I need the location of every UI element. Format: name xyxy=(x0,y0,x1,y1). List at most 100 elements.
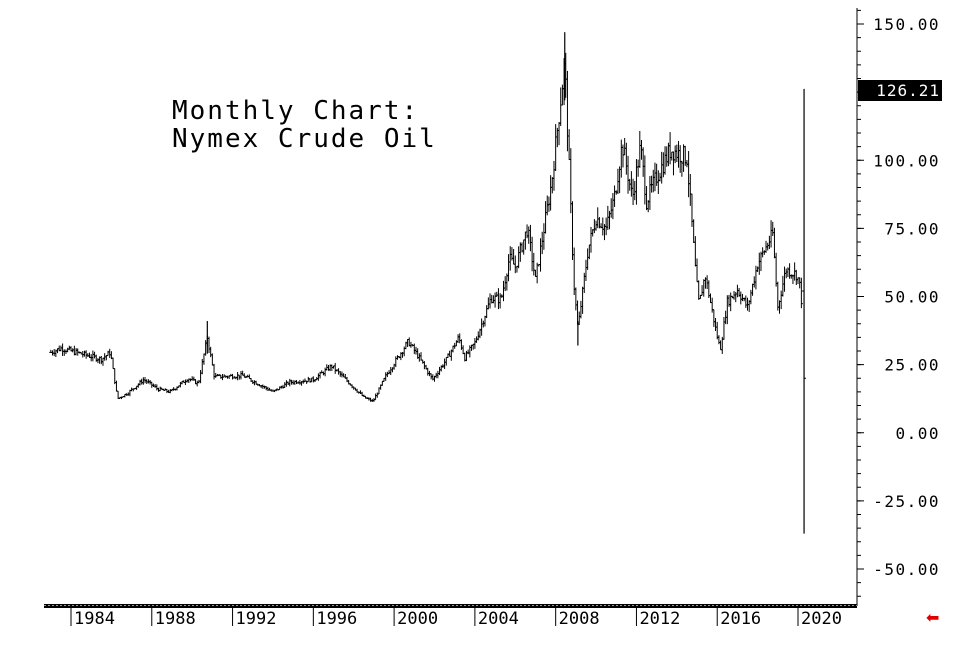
price-bar xyxy=(690,193,694,227)
price-bar xyxy=(91,350,95,362)
price-bar xyxy=(143,377,147,384)
price-bar xyxy=(769,220,773,248)
y-tick-label: 150.00 xyxy=(873,15,940,34)
price-bar xyxy=(693,236,697,267)
price-bar xyxy=(503,276,507,292)
price-bar xyxy=(62,349,66,356)
y-axis-minor-ticks xyxy=(857,9,861,597)
price-bar xyxy=(611,192,615,220)
price-bar xyxy=(444,356,448,366)
price-bar xyxy=(535,262,539,284)
price-bar xyxy=(665,146,669,167)
price-bar xyxy=(114,380,118,392)
price-bar xyxy=(286,381,290,385)
price-bar xyxy=(645,186,649,211)
price-bar xyxy=(609,198,613,218)
price-bar xyxy=(385,371,389,378)
price-bar xyxy=(539,238,543,272)
price-bar xyxy=(776,281,780,311)
price-bar xyxy=(82,350,86,357)
price-bar xyxy=(493,292,497,308)
price-bar xyxy=(291,380,295,385)
y-tick-label: 75.00 xyxy=(884,219,940,238)
price-bar xyxy=(523,231,527,250)
y-tick-label: 0.00 xyxy=(895,424,940,443)
price-bar xyxy=(518,242,522,262)
price-bar xyxy=(560,84,564,106)
price-bar xyxy=(621,144,625,168)
price-bar xyxy=(540,231,544,255)
price-bar xyxy=(384,372,388,381)
price-bar xyxy=(436,370,440,379)
price-bar xyxy=(417,353,421,362)
price-bar xyxy=(195,380,199,387)
price-bar xyxy=(533,269,537,277)
price-bar xyxy=(481,320,485,328)
price-bar xyxy=(781,275,785,297)
price-bar xyxy=(719,340,723,351)
price-bar xyxy=(544,201,548,234)
price-bar xyxy=(340,371,344,378)
price-bar xyxy=(587,244,591,260)
price-bar xyxy=(772,227,776,259)
x-axis-ticks: 1984 1988 1992 1996 2000 2004 2008 2012 2016 2020 xyxy=(70,608,842,629)
price-bar xyxy=(592,219,596,234)
price-bar xyxy=(451,345,455,353)
price-bar xyxy=(190,376,194,381)
price-bar xyxy=(310,377,314,383)
price-bar xyxy=(751,283,755,296)
price-bar xyxy=(158,386,162,392)
x-tick-label: 1992 xyxy=(236,609,277,629)
price-bar xyxy=(788,263,792,279)
scroll-left-arrow-icon[interactable]: ⬅ xyxy=(926,608,940,627)
price-bar xyxy=(406,339,410,347)
price-bar xyxy=(636,159,640,177)
price-bar xyxy=(241,370,245,376)
price-bar xyxy=(153,384,157,388)
price-bar xyxy=(740,293,744,302)
price-bar xyxy=(653,162,657,192)
price-bar xyxy=(574,287,578,311)
price-bar xyxy=(192,376,196,381)
x-tick-label: 1984 xyxy=(74,609,115,629)
price-bar xyxy=(412,343,416,355)
price-bar xyxy=(298,379,302,385)
price-bar xyxy=(633,180,637,201)
price-bar xyxy=(799,277,803,309)
price-bar xyxy=(93,351,97,359)
price-bar xyxy=(458,333,462,344)
price-bar xyxy=(316,373,320,381)
price-bar xyxy=(687,151,691,198)
price-bar xyxy=(673,145,677,164)
price-bar xyxy=(155,384,159,391)
price-bar xyxy=(443,358,447,369)
x-tick-label: 2004 xyxy=(478,609,519,629)
price-bar xyxy=(96,358,100,364)
price-bar xyxy=(515,265,519,273)
price-bar xyxy=(661,152,665,178)
price-bar xyxy=(303,378,307,383)
price-bar xyxy=(774,252,778,287)
price-bar xyxy=(668,132,672,165)
price-bar xyxy=(486,297,490,310)
price-bar xyxy=(771,221,775,236)
price-bar xyxy=(545,195,549,216)
price-bar xyxy=(742,297,746,302)
price-bar xyxy=(601,217,605,236)
price-bar xyxy=(613,185,617,207)
price-bar xyxy=(527,226,531,244)
price-bar xyxy=(604,217,608,236)
price-bar xyxy=(725,295,729,325)
price-bar xyxy=(638,130,642,168)
price-bar xyxy=(579,300,583,319)
y-tick-label: 100.00 xyxy=(873,151,940,170)
x-tick-label: 1988 xyxy=(155,609,196,629)
price-bar xyxy=(421,359,425,364)
price-bar xyxy=(708,293,712,304)
price-bar xyxy=(66,347,70,353)
price-bar xyxy=(212,363,216,380)
price-bar xyxy=(682,144,686,172)
price-bar xyxy=(61,343,65,356)
price-bar xyxy=(749,289,753,305)
price-bar xyxy=(697,280,701,300)
